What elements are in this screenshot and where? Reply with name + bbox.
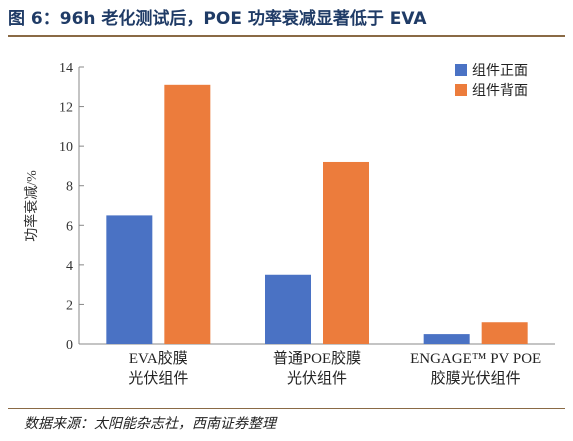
bar-back xyxy=(323,161,369,344)
x-category-label: 胶膜光伏组件 xyxy=(431,370,521,387)
y-axis-label: 功率衰减/% xyxy=(23,170,40,242)
x-category-label: EVA胶膜 xyxy=(129,350,188,367)
x-category-label: 光伏组件 xyxy=(287,370,347,387)
figure-title: 图 6：96h 老化测试后，POE 功率衰减显著低于 EVA xyxy=(8,9,427,29)
bar-front xyxy=(106,215,153,344)
x-category-label: ENGAGE™ PV POE xyxy=(410,351,541,367)
legend-label: 组件正面 xyxy=(472,63,528,79)
legend-swatch xyxy=(455,84,467,96)
y-tick-label: 2 xyxy=(66,298,73,313)
y-tick-label: 8 xyxy=(66,180,73,195)
bars xyxy=(106,84,528,345)
y-tick-label: 12 xyxy=(59,101,73,116)
legend-label: 组件背面 xyxy=(472,83,528,99)
legend-swatch xyxy=(455,64,467,76)
source-note: 数据来源：太阳能杂志社，西南证券整理 xyxy=(24,416,276,432)
bar-back xyxy=(164,84,211,345)
y-tick-label: 4 xyxy=(66,259,73,274)
y-tick-label: 14 xyxy=(59,61,73,76)
y-tick-label: 10 xyxy=(59,140,73,155)
source-divider xyxy=(8,408,565,409)
bar-front xyxy=(265,274,311,344)
bar-front xyxy=(423,334,470,344)
y-axis: 0 2 4 6 8 10 12 14 xyxy=(59,61,555,353)
bar-back xyxy=(481,322,528,344)
title-divider xyxy=(8,35,565,37)
y-tick-label: 0 xyxy=(66,338,73,353)
x-category-label: 普通POE胶膜 xyxy=(273,350,361,367)
y-tick-label: 6 xyxy=(66,219,73,234)
x-category-label: 光伏组件 xyxy=(128,370,188,387)
